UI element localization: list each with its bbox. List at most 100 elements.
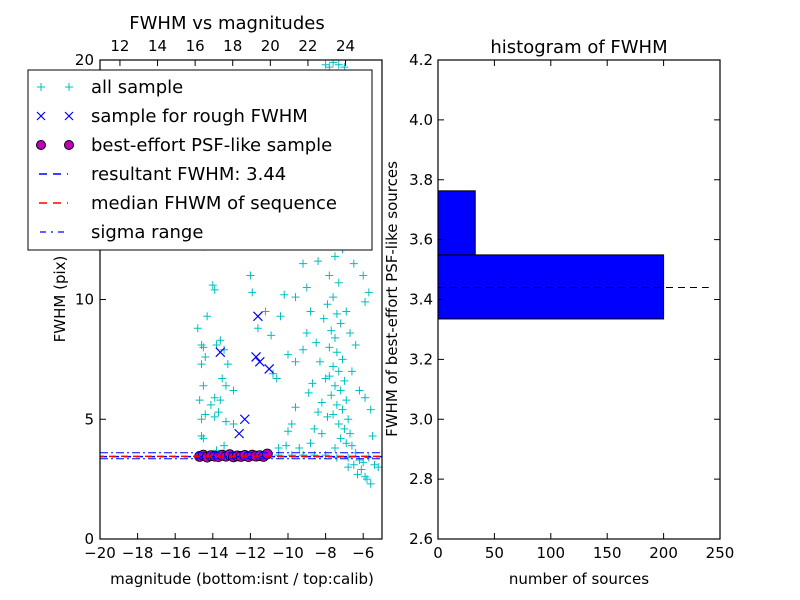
all-sample-point — [246, 271, 255, 280]
all-sample-point — [325, 271, 334, 280]
all-sample-point — [336, 386, 345, 395]
legend-label: sigma range — [91, 222, 203, 243]
all-sample-point — [366, 405, 375, 414]
all-sample-point — [359, 271, 368, 280]
all-sample-point — [291, 403, 300, 412]
all-sample-point — [210, 393, 219, 402]
all-sample-point — [306, 439, 315, 448]
all-sample-point — [221, 417, 230, 426]
all-sample-point — [197, 415, 206, 424]
all-sample-point — [220, 345, 229, 354]
rough-sample-point — [254, 356, 265, 367]
all-sample-point — [349, 259, 358, 268]
all-sample-point — [344, 453, 353, 462]
all-sample-point — [368, 432, 377, 441]
all-sample-point — [332, 309, 341, 318]
all-sample-point — [223, 360, 232, 369]
all-sample-point — [366, 479, 375, 488]
all-sample-point — [364, 453, 373, 462]
all-sample-point — [280, 290, 289, 299]
legend: all sample sample for rough FWHM best-effo… — [27, 69, 373, 251]
all-sample-point — [314, 408, 323, 417]
all-sample-point — [210, 285, 219, 294]
rough-sample-point — [234, 428, 245, 439]
all-sample-point — [331, 333, 339, 342]
all-sample-point — [315, 357, 324, 366]
rough-sample-point — [251, 352, 261, 362]
all-sample-point — [201, 352, 210, 361]
all-sample-point — [353, 470, 362, 479]
all-sample-point — [214, 408, 223, 417]
rough-sample-point — [239, 414, 250, 425]
x-tick-label: −10 — [272, 544, 304, 562]
x-tick-label: −6 — [352, 544, 374, 562]
scatter-ylabel: FWHM (pix) — [51, 256, 69, 343]
all-sample-point — [312, 338, 321, 347]
histogram-title: histogram of FWHM — [490, 37, 667, 58]
all-sample-point — [329, 362, 338, 371]
all-sample-point — [268, 369, 277, 378]
top-x-tick-label: 22 — [298, 37, 317, 55]
all-sample-point — [336, 434, 345, 443]
all-sample-point — [308, 379, 317, 388]
y-tick-label: 3.0 — [409, 410, 433, 428]
all-sample-point — [302, 283, 311, 292]
all-sample-point — [355, 386, 364, 395]
all-sample-point — [208, 281, 217, 290]
x-tick-label: 100 — [536, 544, 565, 562]
x-tick-label: −12 — [235, 544, 267, 562]
legend-entry: sigma range — [40, 222, 203, 243]
scatter-xlabel: magnitude (bottom:isnt / top:calib) — [110, 570, 374, 588]
all-sample-point — [282, 441, 291, 450]
all-sample-point — [347, 367, 356, 376]
legend-plus-icon — [65, 83, 73, 91]
all-sample-point — [291, 293, 300, 302]
legend-label: all sample — [91, 77, 183, 98]
x-tick-label: 200 — [649, 544, 678, 562]
all-sample-point — [295, 443, 304, 452]
all-sample-point — [323, 300, 332, 309]
all-sample-point — [359, 458, 368, 467]
all-sample-point — [340, 376, 349, 385]
all-sample-point — [327, 326, 336, 335]
top-x-tick-label: 12 — [110, 37, 129, 55]
x-tick-label: 250 — [706, 544, 735, 562]
rough-sample-point — [215, 347, 226, 358]
y-tick-label: 5 — [84, 410, 94, 428]
histogram-bar — [437, 254, 665, 320]
x-tick-label: 150 — [593, 544, 622, 562]
all-sample-point — [314, 257, 323, 266]
all-sample-point — [199, 381, 208, 390]
all-sample-point — [195, 396, 204, 405]
legend-x-icon — [36, 111, 46, 121]
y-tick-label: 10 — [75, 291, 94, 309]
x-tick-label: −16 — [159, 544, 191, 562]
histogram-bar — [437, 190, 476, 256]
all-sample-point — [340, 424, 349, 433]
all-sample-point — [319, 314, 328, 323]
all-sample-point — [332, 348, 341, 357]
legend-label: resultant FWHM: 3.44 — [91, 164, 286, 185]
all-sample-point — [291, 357, 300, 366]
all-sample-point — [221, 381, 230, 390]
all-sample-point — [218, 374, 227, 383]
legend-label: best-effort PSF-like sample — [91, 135, 332, 156]
all-sample-point — [344, 415, 353, 424]
legend-x-icon — [64, 111, 74, 121]
all-sample-point — [349, 460, 358, 469]
y-tick-label: 3.6 — [409, 231, 433, 249]
x-tick-label: −20 — [84, 544, 116, 562]
all-sample-point — [329, 410, 338, 419]
all-sample-point — [342, 307, 351, 316]
all-sample-point — [220, 441, 229, 450]
y-tick-label: 0 — [84, 530, 94, 548]
y-tick-label: 3.4 — [409, 291, 433, 309]
top-x-tick-label: 18 — [223, 37, 242, 55]
top-x-tick-label: 20 — [261, 37, 280, 55]
all-sample-point — [323, 412, 332, 421]
all-sample-point — [336, 319, 345, 328]
all-sample-point — [216, 336, 225, 345]
all-sample-point — [334, 420, 343, 429]
